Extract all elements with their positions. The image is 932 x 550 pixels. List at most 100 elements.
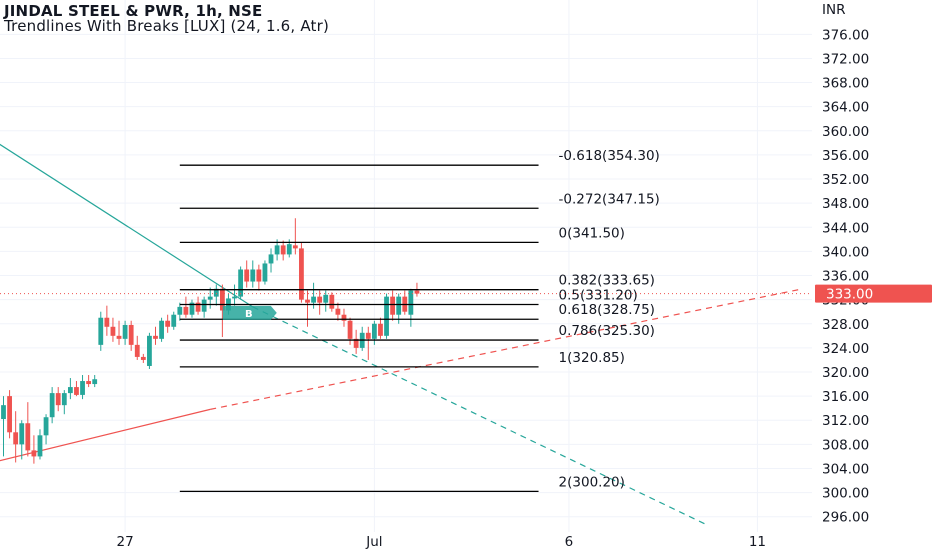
candle [201,296,207,318]
candle [98,311,104,351]
candle [128,320,134,351]
candle [317,290,323,315]
candle-body [98,317,104,345]
fib-label: 0.5(331.20) [559,287,638,303]
y-tick-label: 376.00 [822,27,869,43]
candle-body [177,306,183,315]
candle-body [274,245,280,255]
y-tick-label: 348.00 [822,196,869,212]
candles [1,218,420,464]
candle-body [371,323,377,339]
candle [61,390,67,415]
candle [13,411,19,463]
candle [80,375,85,400]
candle [140,353,146,363]
candle-body [213,288,219,297]
candle-body [365,332,371,339]
candle-body [414,290,420,294]
candle-body [207,296,213,300]
candle-body [1,405,6,420]
candle-body [165,320,171,327]
candle [49,387,55,424]
candle-body [110,326,116,336]
candle [238,266,244,300]
candle-body [384,296,389,336]
candle-body [244,269,250,282]
candle-body [335,308,341,315]
candle-body [317,296,323,303]
fib-label: 1(320.85) [559,350,625,366]
candle [292,218,298,255]
price-badge-bg [815,284,932,303]
candle [268,248,274,273]
candle-body [171,314,177,327]
candle-body [195,302,201,312]
candle [335,302,341,321]
y-tick-label: 360.00 [822,124,869,140]
fib-label: 0.618(328.75) [559,302,655,318]
candle [305,290,310,327]
candle-body [183,306,189,315]
candle-body [378,323,383,336]
candle-body [128,324,134,345]
candle-body [153,335,158,339]
y-tick-label: 372.00 [822,51,869,67]
candle-body [238,269,244,297]
candle-body [134,344,140,357]
breakout-label-text: B [245,309,253,320]
candle [250,260,256,288]
candle-body [189,302,195,315]
candle-body [92,379,98,385]
candle [341,308,347,327]
candle [262,260,268,285]
y-tick-label: 368.00 [822,76,869,92]
fib-label: 2(300.20) [559,474,625,490]
y-tick-label: 308.00 [822,437,869,453]
price-axis[interactable]: 296.00 300.00 304.00 308.00 312.00 316.00 320.… [822,2,869,526]
candle-body [13,432,19,445]
candle [390,290,396,321]
candle [67,378,73,400]
candle-body [250,269,256,282]
candle [7,390,12,439]
candle-body [341,314,347,321]
candle-body [122,324,128,339]
y-tick-label: 328.00 [822,317,869,333]
candle [1,396,6,457]
fib-label: 0.382(333.65) [559,273,655,289]
candle-body [396,296,402,315]
candle-body [31,450,37,457]
candle-body [311,296,316,303]
candle-body [55,393,61,406]
candle [280,240,286,261]
candle-body [37,435,43,457]
candle-body [329,294,335,309]
trendline-solid [0,143,254,308]
candle [177,302,183,321]
fib-label: -0.618(354.30) [559,148,660,164]
trendline-extension [210,288,801,410]
currency-label: INR [822,2,845,18]
breakout-label-bg [222,305,277,320]
time-axis[interactable]: 27 Jul 6 11 [117,534,767,550]
candle [165,314,171,333]
indicator-title: Trendlines With Breaks [LUX] (24, 1.6, A… [4,17,330,35]
candle [207,287,213,309]
candle [378,317,383,339]
candle [116,320,122,345]
candle [353,329,359,354]
y-tick-label: 304.00 [822,461,869,477]
candle [359,326,365,351]
candle-body [7,396,12,433]
candle [189,299,195,318]
candle-body [408,290,414,315]
candle [256,264,262,291]
candle [147,332,152,369]
candle-body [262,263,268,282]
y-tick-label: 296.00 [822,510,869,526]
candle-body [256,269,262,282]
candle-body [232,296,237,299]
y-tick-label: 336.00 [822,269,869,285]
trendline-down [0,143,710,527]
